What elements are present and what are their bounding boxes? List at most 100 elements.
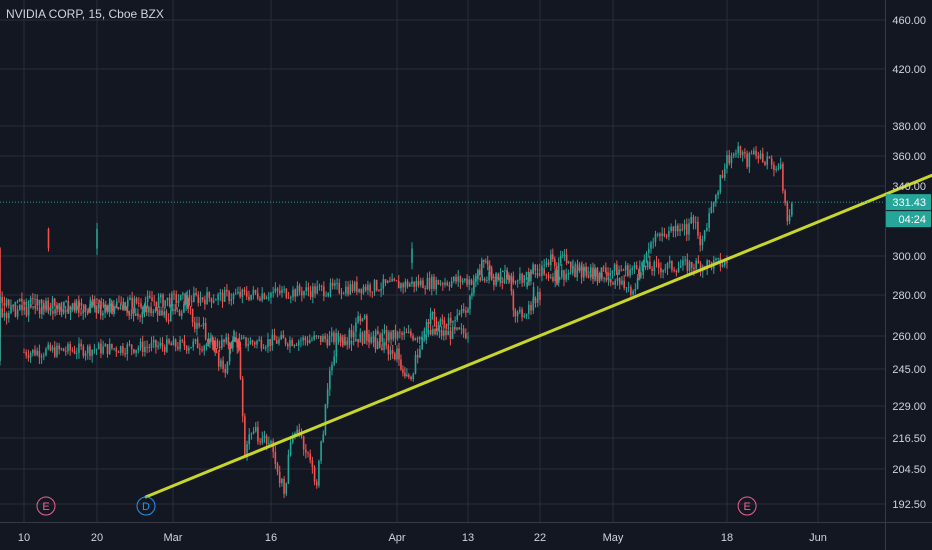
candle-body (237, 291, 239, 294)
trendline[interactable] (144, 167, 932, 499)
candle-body (38, 299, 41, 306)
candle-body (188, 348, 190, 351)
y-tick-label: 460.00 (892, 15, 926, 27)
candle-body (618, 278, 621, 285)
candle-body (113, 348, 115, 350)
candle-body (516, 280, 519, 282)
candle-body (380, 288, 382, 291)
candle-body (154, 309, 157, 312)
candle-body (214, 340, 217, 350)
candle-body (204, 323, 207, 340)
candle-body (483, 278, 486, 281)
candle-body (16, 309, 19, 317)
candle-body (569, 273, 572, 274)
candle-body (329, 370, 331, 390)
dividend-event-marker[interactable]: D (136, 496, 156, 516)
candle-body (443, 330, 445, 336)
y-tick-label: 245.00 (892, 364, 926, 376)
price-tags: 331.43 04:24 (886, 194, 931, 228)
candle-body (652, 241, 655, 243)
candle-body (183, 340, 186, 347)
candle-body (5, 312, 8, 319)
candle-body (391, 278, 393, 282)
candle-body (180, 312, 183, 316)
candle-body (625, 287, 628, 289)
candle-body (334, 283, 336, 286)
candle-body (336, 282, 338, 284)
candle-body (88, 306, 91, 313)
candle-body (32, 306, 34, 308)
candle-body (401, 332, 403, 335)
x-tick-label: Apr (388, 532, 405, 544)
candle-body (418, 336, 421, 340)
candle-body (324, 404, 327, 435)
candle-body (555, 265, 558, 283)
candle-body (204, 299, 206, 305)
candle-body (21, 298, 23, 302)
candle-body (499, 272, 502, 281)
candle-body (506, 270, 508, 280)
candle-body (438, 330, 441, 333)
candle-body (495, 273, 497, 286)
candle-body (285, 483, 288, 494)
candle-body (150, 307, 152, 314)
candle-body (320, 441, 322, 461)
earnings-event-marker[interactable]: E (36, 496, 56, 516)
candle-body (512, 275, 515, 283)
candle-body (150, 342, 153, 348)
candle-body (630, 287, 632, 295)
candle-body (641, 262, 643, 267)
candle-body (364, 286, 367, 291)
candle-body (558, 277, 561, 280)
candle-body (621, 280, 623, 285)
support-trendline[interactable] (144, 167, 932, 499)
candle-body (139, 341, 142, 348)
candle-body (609, 272, 612, 276)
candle-body (145, 307, 148, 313)
candle-body (335, 341, 338, 357)
candle-body (784, 190, 786, 203)
candle-body (695, 260, 697, 270)
candle-body (213, 340, 216, 352)
candle-body (104, 304, 106, 313)
candle-body (768, 156, 771, 159)
candle-body (592, 267, 594, 280)
candle-body (157, 345, 159, 348)
candle-body (122, 346, 124, 354)
candle-body (528, 272, 530, 282)
candle-body (429, 329, 432, 335)
candle-body (108, 303, 111, 313)
candle-body (244, 416, 246, 456)
candle-body (402, 283, 404, 288)
candle-body (63, 301, 65, 309)
candle-body (82, 346, 85, 356)
candle-body (0, 324, 1, 361)
candle-body (679, 265, 682, 268)
candle-body (639, 266, 641, 279)
candle-body (410, 331, 412, 336)
candle-body (525, 313, 528, 316)
x-tick-label: May (603, 532, 624, 544)
candle-body (433, 312, 436, 321)
candle-body (665, 235, 668, 237)
candle-body (690, 216, 693, 224)
candle-body (86, 312, 89, 313)
candle-body (488, 272, 490, 281)
candle-body (344, 341, 346, 345)
candle-body (677, 267, 680, 273)
candle-body (234, 339, 236, 342)
candle-body (359, 316, 362, 322)
candle-body (699, 263, 702, 272)
candle-body (782, 163, 784, 191)
candle-body (119, 346, 122, 353)
candle-body (97, 343, 100, 350)
candle-body (193, 322, 196, 329)
candle-body (370, 337, 372, 342)
earnings-event-marker[interactable]: E (737, 496, 757, 516)
last-price-value: 331.43 (892, 197, 926, 209)
candle-body (25, 306, 28, 316)
candle-body (284, 338, 287, 345)
candle-body (80, 343, 82, 347)
